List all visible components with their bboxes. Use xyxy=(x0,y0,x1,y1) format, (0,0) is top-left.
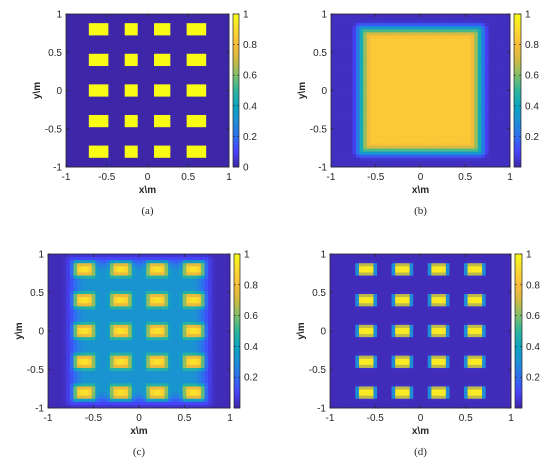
colorbar-tick-label: 0.8 xyxy=(525,40,539,51)
x-tick-label: 0.5 xyxy=(459,413,473,424)
panel-caption: (b) xyxy=(414,205,427,217)
y-tick-label: 0.5 xyxy=(312,288,326,299)
panel-b: -1 -0.5 0 0.5 1 1 0.5 0 -0.5 -1 x\m y\m 1 0.8 0.6 0.4 0.… xyxy=(297,10,539,218)
y-tick-label: 0.5 xyxy=(30,288,44,299)
x-axis-label: x\m xyxy=(412,426,429,437)
x-axis-label: x\m xyxy=(412,185,429,196)
y-tick-label: 0 xyxy=(56,86,62,97)
colorbar-tick-label: 0.2 xyxy=(243,132,257,143)
heatmap-cells xyxy=(330,254,512,409)
x-tick-label: 1 xyxy=(508,413,514,424)
x-tick-label: -0.5 xyxy=(85,413,103,424)
y-tick-label: -1 xyxy=(318,163,327,174)
colorbar-tick-label: 1 xyxy=(525,10,531,21)
x-tick-label: -1 xyxy=(327,172,336,183)
y-axis-label: y\m xyxy=(32,82,43,99)
x-tick-label: 0 xyxy=(145,172,151,183)
y-tick-label: 1 xyxy=(56,10,62,21)
y-tick-label: 0 xyxy=(320,327,326,338)
heatmap-cells xyxy=(66,14,230,168)
x-tick-label: 0.5 xyxy=(178,413,192,424)
y-tick-label: -1 xyxy=(53,163,62,174)
x-tick-label: 1 xyxy=(507,172,513,183)
panel-c: -1 -0.5 0 0.5 1 1 0.5 0 -0.5 -1 x\m y\m 1 0.8 0.6 0.4 0.… xyxy=(14,250,258,459)
y-tick-label: 1 xyxy=(321,10,327,21)
heatmap-cells xyxy=(48,254,231,409)
x-tick-label: 0.5 xyxy=(181,172,195,183)
colorbar-tick-label: 0.4 xyxy=(244,342,258,353)
y-axis-label: y\m xyxy=(14,322,25,339)
y-tick-label: -1 xyxy=(317,404,326,415)
y-tick-label: -0.5 xyxy=(27,365,45,376)
heatmap-cells xyxy=(331,14,511,168)
colorbar-tick-label: 0 xyxy=(243,163,249,174)
colorbar: 1 0.8 0.6 0.4 0.2 xyxy=(514,250,540,409)
colorbar: 1 0.8 0.6 0.4 0.2 xyxy=(513,10,539,168)
x-tick-label: -1 xyxy=(326,413,335,424)
colorbar-tick-label: 0.4 xyxy=(525,101,539,112)
panel-a: -1 -0.5 0 0.5 1 1 0.5 0 -0.5 -1 x\m y\m 1 0.8 0.6 0.4 0.… xyxy=(32,10,257,218)
panel-d: -1 -0.5 0 0.5 1 1 0.5 0 -0.5 -1 x\m y\m 1 0.8 0.6 0.4 0.… xyxy=(296,250,540,459)
colorbar-tick-label: 0.6 xyxy=(243,71,257,82)
panel-caption: (a) xyxy=(141,205,154,217)
x-tick-label: -0.5 xyxy=(98,172,116,183)
y-axis-label: y\m xyxy=(296,322,307,339)
colorbar-tick-label: 0.8 xyxy=(244,280,258,291)
y-tick-label: -0.5 xyxy=(45,124,63,135)
x-tick-label: -1 xyxy=(44,413,53,424)
y-axis-label: y\m xyxy=(297,82,308,99)
x-axis-label: x\m xyxy=(130,426,147,437)
panel-caption: (d) xyxy=(414,446,427,458)
x-tick-label: 1 xyxy=(227,413,233,424)
colorbar: 1 0.8 0.6 0.4 0.2 xyxy=(233,250,258,409)
colorbar-tick-label: 1 xyxy=(244,250,250,261)
panel-caption: (c) xyxy=(133,446,146,458)
colorbar-tick-label: 0.2 xyxy=(244,373,258,384)
y-tick-label: 1 xyxy=(38,250,44,261)
colorbar-tick-label: 0.8 xyxy=(243,40,257,51)
x-tick-label: -0.5 xyxy=(367,172,385,183)
x-tick-label: 0.5 xyxy=(458,172,472,183)
colorbar-tick-label: 0.2 xyxy=(525,132,539,143)
x-tick-label: -0.5 xyxy=(367,413,385,424)
y-tick-label: -0.5 xyxy=(309,365,327,376)
colorbar-tick-label: 1 xyxy=(526,250,532,261)
colorbar-tick-label: 0.6 xyxy=(244,311,258,322)
y-tick-label: 0.5 xyxy=(48,48,62,59)
x-axis-label: x\m xyxy=(139,185,156,196)
colorbar-tick-label: 0.8 xyxy=(526,280,540,291)
colorbar-tick-label: 0.6 xyxy=(525,71,539,82)
x-tick-label: 0 xyxy=(418,413,424,424)
colorbar: 1 0.8 0.6 0.4 0.2 0 xyxy=(232,10,257,174)
colorbar-tick-label: 0.2 xyxy=(526,373,540,384)
y-tick-label: -1 xyxy=(35,404,44,415)
x-tick-label: 1 xyxy=(226,172,232,183)
x-tick-label: 0 xyxy=(136,413,142,424)
colorbar-tick-label: 0.4 xyxy=(526,342,540,353)
y-tick-label: 0 xyxy=(38,327,44,338)
colorbar-tick-label: 1 xyxy=(243,10,249,21)
y-tick-label: 0 xyxy=(321,86,327,97)
y-tick-label: 1 xyxy=(320,250,326,261)
y-tick-label: 0.5 xyxy=(313,48,327,59)
x-tick-label: 0 xyxy=(418,172,424,183)
colorbar-tick-label: 0.4 xyxy=(243,101,257,112)
colorbar-tick-label: 0.6 xyxy=(526,311,540,322)
y-tick-label: -0.5 xyxy=(310,124,328,135)
x-tick-label: -1 xyxy=(62,172,71,183)
